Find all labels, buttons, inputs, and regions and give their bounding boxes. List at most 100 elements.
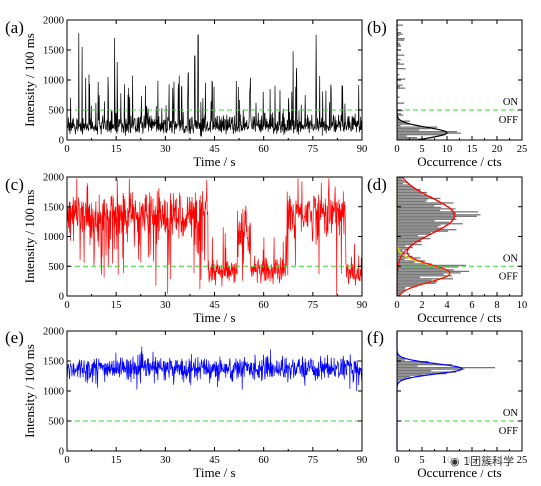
histogram-bar [397, 242, 413, 244]
histogram-bar [397, 285, 418, 287]
watermark: ◉ 1团簇科学 [447, 452, 518, 470]
intensity-trace-line [66, 178, 363, 295]
histogram-bar [397, 232, 431, 234]
wechat-logo-icon: ◉ [450, 455, 460, 468]
histogram-bar [397, 223, 463, 225]
histogram-bar [397, 367, 496, 369]
histogram-bar [397, 243, 422, 246]
histogram-bar [397, 266, 459, 268]
histogram-bar [397, 102, 405, 104]
histogram-bar [397, 197, 441, 200]
histogram-bar [397, 214, 481, 216]
histogram-bar [397, 233, 431, 235]
histogram-bar [397, 114, 404, 116]
histogram-bar [397, 291, 402, 293]
histogram-bar [397, 177, 404, 179]
histogram-bar [397, 362, 432, 364]
histogram-bar [397, 263, 432, 265]
x-tick-label: 6 [469, 300, 474, 311]
histogram-bar [397, 294, 400, 296]
histogram-bar [397, 44, 401, 46]
panel-c: (c) 0 15 30 45 60 75 90 0 500 1000 1500 2000 Time / s… [5, 173, 367, 326]
x-axis-title: Time / s [193, 310, 235, 325]
histogram-bar [397, 293, 401, 295]
y-tick-label: 0 [59, 292, 64, 303]
y-tick-label: 0 [59, 447, 64, 458]
panel-d: (d) ON OFF 0 2 4 6 8 10 Occurrence / cts [367, 175, 527, 325]
histogram-bar [397, 113, 402, 115]
histogram-bar [397, 45, 402, 47]
x-tick-label: 15 [467, 144, 478, 155]
x-tick-label: 30 [160, 455, 171, 466]
x-tick-label: 20 [492, 144, 503, 155]
x-axis-title: Occurrence / cts [417, 154, 501, 169]
histogram-bar [397, 182, 403, 185]
histogram-bar [397, 138, 427, 140]
histogram-bar [397, 254, 406, 256]
histogram-bar [397, 202, 454, 204]
histogram-bar [397, 272, 461, 274]
panel-label: (c) [5, 175, 24, 194]
y-tick-label: 1500 [43, 357, 64, 368]
histogram-bar [397, 128, 430, 130]
intensity-trace-line [66, 33, 363, 137]
x-tick-label: 45 [209, 144, 220, 155]
histogram-bar [397, 39, 405, 41]
histogram-bar [397, 126, 438, 128]
histogram-bar [397, 224, 441, 226]
histogram-bar [397, 220, 435, 222]
histogram-bar [397, 245, 406, 247]
x-tick-label: 10 [517, 300, 528, 311]
y-tick-label: 1000 [43, 232, 64, 243]
histogram-bar [397, 35, 400, 37]
histogram-bar [397, 132, 462, 134]
histogram-bar [397, 74, 400, 76]
histogram-bar [397, 125, 401, 127]
y-tick-label: 2000 [43, 173, 64, 184]
histogram-bar [397, 376, 411, 378]
x-tick-label: 90 [357, 300, 368, 311]
histogram-bar [397, 281, 438, 283]
y-tick-label: 2000 [43, 16, 64, 27]
off-label: OFF [499, 271, 518, 282]
histogram-bar [397, 284, 422, 286]
histogram-bar [397, 123, 411, 125]
y-tick-label: 0 [59, 136, 64, 147]
x-tick-label: 0 [394, 455, 399, 466]
histogram-bar [397, 131, 457, 133]
histogram-bar [397, 290, 406, 292]
histogram-bar [397, 267, 441, 270]
x-tick-label: 60 [258, 455, 269, 466]
histogram-bar [397, 217, 454, 219]
histogram-bar [397, 276, 420, 278]
histogram-bar [397, 200, 427, 203]
panel-label: (a) [5, 18, 24, 37]
histogram-bar [397, 211, 479, 213]
histogram-bar [397, 235, 418, 237]
histogram-bar [397, 229, 457, 231]
histogram-bar [397, 380, 399, 382]
histogram-bar [397, 212, 456, 214]
y-axis-title: Intensity / 100 ms [22, 190, 37, 284]
histogram-bar [397, 227, 444, 229]
x-tick-label: 5 [419, 144, 424, 155]
x-axis-title: Occurrence / cts [417, 310, 501, 325]
y-tick-label: 1000 [43, 387, 64, 398]
histogram-bar [397, 365, 418, 367]
histogram-bar [397, 42, 400, 44]
histogram-bar [397, 29, 399, 31]
panel-b: (b) ON OFF 0 5 10 15 20 25 Occurrence / cts [367, 18, 527, 169]
histogram-bar [397, 273, 444, 275]
histogram-bar [397, 193, 423, 195]
histogram-bar [397, 203, 442, 206]
y-tick-label: 1500 [43, 46, 64, 57]
histogram-bar [397, 371, 457, 373]
x-tick-label: 0 [394, 300, 399, 311]
histogram-bar [397, 68, 406, 70]
x-tick-label: 25 [517, 455, 528, 466]
histogram-bar [397, 194, 427, 197]
histogram-bar [397, 24, 403, 26]
y-tick-label: 500 [48, 106, 64, 117]
histogram-bar [397, 33, 403, 35]
